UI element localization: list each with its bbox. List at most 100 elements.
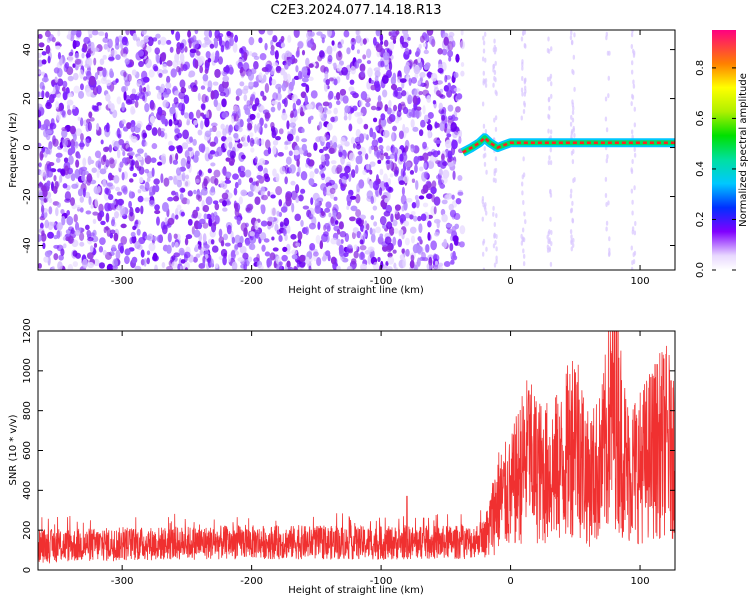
noise-point [183, 179, 191, 188]
noise-point [369, 161, 376, 167]
sparse-point [522, 172, 526, 178]
noise-point [271, 236, 275, 241]
noise-point [405, 248, 410, 257]
noise-point [197, 195, 203, 202]
noise-point [342, 95, 349, 104]
noise-point [90, 232, 95, 237]
noise-point [201, 43, 207, 48]
noise-point [173, 233, 178, 240]
noise-point [196, 50, 201, 56]
sparse-point [572, 148, 575, 154]
noise-point [204, 254, 209, 260]
noise-point [169, 106, 176, 115]
noise-point [306, 157, 311, 165]
sparse-point [631, 199, 634, 205]
noise-point [235, 88, 243, 97]
noise-point [56, 111, 62, 121]
noise-point [309, 31, 315, 37]
noise-point [116, 191, 123, 196]
noise-point [81, 47, 86, 53]
noise-point [131, 69, 137, 76]
noise-point [291, 254, 298, 260]
noise-point [53, 67, 60, 74]
noise-point [292, 58, 298, 64]
noise-point [457, 174, 463, 182]
noise-point [113, 232, 119, 242]
noise-point [279, 221, 284, 228]
sparse-point [481, 101, 485, 107]
noise-point [205, 51, 211, 59]
noise-point [427, 129, 432, 139]
noise-point [264, 176, 271, 183]
noise-point [185, 174, 190, 180]
noise-point [127, 73, 132, 82]
noise-point [139, 39, 145, 49]
noise-point [434, 121, 438, 129]
noise-point [322, 101, 330, 107]
noise-point [221, 111, 229, 119]
noise-point [249, 113, 256, 121]
noise-point [271, 127, 278, 136]
noise-point [75, 159, 80, 168]
sparse-point [495, 213, 498, 219]
noise-point [240, 189, 248, 197]
noise-point [158, 72, 163, 78]
noise-point [265, 139, 271, 150]
noise-point [242, 142, 249, 147]
noise-point [422, 104, 426, 115]
noise-point [329, 187, 336, 195]
noise-point [366, 223, 370, 231]
noise-point [228, 125, 232, 136]
noise-point [169, 154, 173, 165]
noise-point [334, 220, 339, 225]
noise-point [219, 40, 226, 48]
noise-point [388, 41, 395, 51]
noise-point [286, 133, 294, 142]
noise-point [146, 84, 150, 93]
noise-point [172, 159, 178, 165]
colorbar-tick-label: 0.6 [695, 110, 706, 126]
noise-point [433, 254, 440, 262]
noise-point [74, 58, 82, 65]
noise-point [337, 44, 343, 49]
noise-point [348, 172, 352, 182]
noise-point [229, 150, 236, 159]
noise-point [64, 165, 69, 176]
noise-point [349, 195, 357, 200]
noise-point [72, 72, 79, 81]
noise-point [287, 224, 291, 234]
noise-point [73, 85, 81, 94]
noise-point [168, 140, 173, 147]
noise-point [328, 90, 334, 100]
noise-point [343, 115, 348, 121]
noise-point [55, 89, 60, 95]
noise-point [385, 159, 391, 165]
noise-point [243, 85, 249, 91]
noise-point [383, 152, 389, 157]
noise-point [417, 57, 421, 63]
noise-point [176, 46, 181, 55]
noise-point [362, 233, 367, 238]
noise-point [457, 130, 462, 138]
noise-point [263, 238, 270, 243]
noise-point [81, 258, 88, 269]
noise-point [416, 155, 421, 163]
noise-point [460, 61, 465, 67]
noise-point [145, 124, 152, 131]
noise-point [281, 254, 288, 262]
noise-point [277, 151, 284, 157]
noise-point [96, 123, 100, 131]
noise-point [160, 83, 166, 93]
sparse-point [569, 229, 573, 235]
noise-point [108, 56, 115, 61]
noise-point [448, 203, 454, 211]
noise-point [184, 267, 189, 270]
noise-point [412, 215, 418, 222]
sparse-point [604, 192, 608, 198]
noise-point [270, 39, 274, 47]
sparse-point [492, 243, 496, 249]
noise-point [313, 251, 319, 257]
noise-point [126, 122, 132, 130]
noise-point [306, 68, 311, 76]
